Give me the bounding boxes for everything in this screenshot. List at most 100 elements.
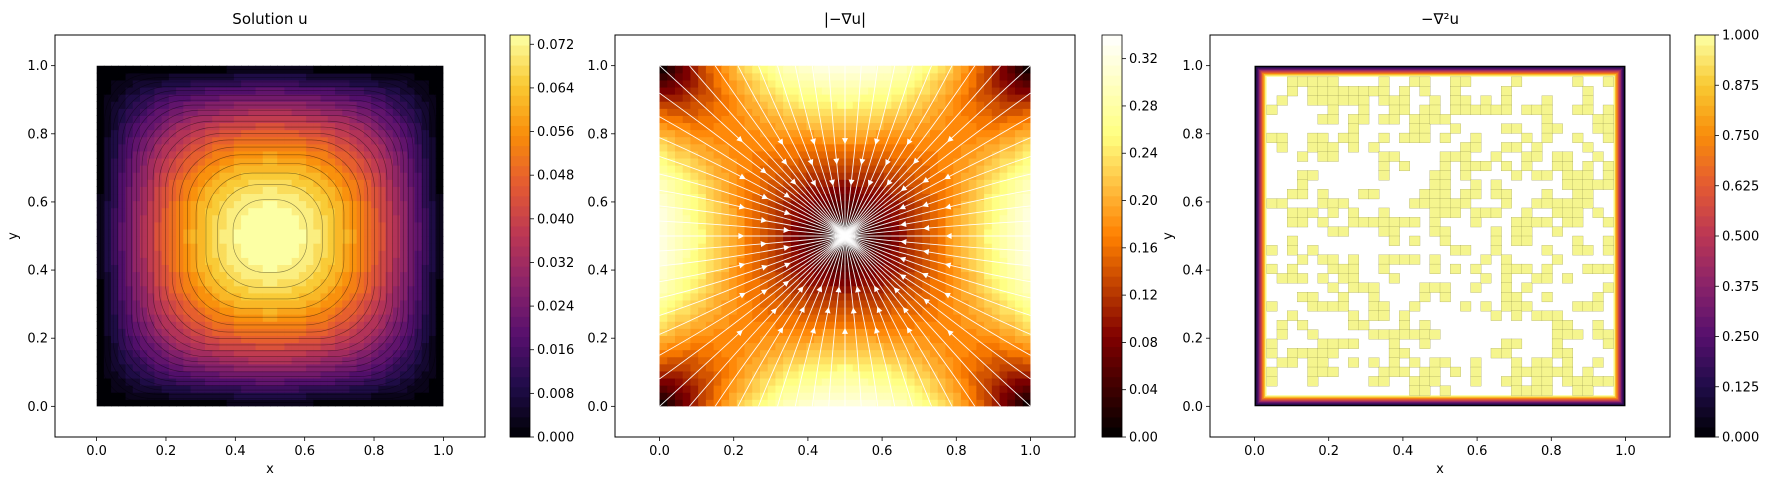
heatmap-cell [241, 342, 249, 351]
heatmap-cell [118, 314, 127, 322]
heatmap-cell [845, 72, 854, 81]
heatmap-cell [125, 314, 134, 322]
heatmap-cell [385, 172, 394, 180]
heatmap-cell [147, 65, 156, 74]
heatmap-cell [729, 243, 738, 251]
heatmap-cell [659, 370, 668, 379]
heatmap-cell [335, 271, 343, 280]
heatmap-cell [320, 157, 329, 166]
heatmap-cell [154, 250, 163, 258]
heatmap-cell [320, 292, 329, 301]
heatmap-cell [421, 392, 430, 400]
heatmap-cell [306, 136, 314, 145]
heatmap-cell [342, 335, 351, 344]
heatmap-cell [414, 292, 423, 301]
heatmap-cell [342, 179, 351, 187]
heatmap-cell [922, 243, 931, 251]
heatmap-cell [96, 86, 105, 95]
heatmap-cell [327, 250, 336, 258]
heatmap-cell [705, 250, 715, 258]
heatmap-cell [291, 335, 300, 344]
heatmap-cell [161, 221, 170, 230]
contour-line [171, 139, 369, 333]
y-tick-label: 0.8 [27, 127, 48, 142]
heatmap-cell [984, 321, 993, 329]
heatmap-cell [147, 150, 156, 159]
heatmap-cell [161, 157, 170, 166]
heatmap-cell [991, 314, 1001, 322]
contour-line [217, 184, 323, 288]
heatmap-cell [421, 292, 430, 301]
heatmap-cell [154, 278, 163, 287]
colorbar-swatch [510, 346, 530, 358]
heatmap-cell [320, 186, 329, 195]
heatmap-cell [277, 150, 286, 159]
heatmap-cell [378, 108, 387, 116]
heatmap-cell [219, 314, 228, 322]
heatmap-cell [759, 285, 769, 294]
heatmap-cell [96, 370, 105, 379]
y-tick-label: 1.0 [27, 59, 48, 74]
heatmap-cell [212, 271, 221, 280]
heatmap-cell [682, 129, 692, 138]
heatmap-cell [945, 349, 954, 358]
heatmap-cell [111, 186, 119, 195]
heatmap-cell [428, 136, 437, 145]
heatmap-cell [226, 150, 235, 159]
heatmap-cell [806, 342, 815, 351]
heatmap-cell [682, 108, 692, 116]
heatmap-cell [968, 271, 977, 280]
heatmap-cell [721, 306, 730, 315]
heatmap-cell [327, 257, 336, 265]
heatmap-cell [270, 179, 278, 187]
heatmap-cell [713, 328, 722, 336]
streamline-arrow [899, 203, 906, 210]
heatmap-cell [991, 236, 1001, 244]
heatmap-cell [1015, 65, 1024, 74]
heatmap-cell [814, 278, 823, 287]
heatmap-cell [421, 370, 430, 379]
heatmap-cell [204, 399, 213, 407]
heatmap-cell [414, 278, 423, 287]
streamline [659, 235, 846, 380]
heatmap-cell [392, 221, 401, 230]
heatmap-cell [233, 264, 242, 273]
heatmap-cell [400, 292, 408, 301]
heatmap-cell [154, 314, 163, 322]
heatmap-cell [814, 314, 823, 322]
heatmap-cell [327, 349, 336, 358]
heatmap-cell [190, 314, 199, 322]
heatmap-cell [899, 94, 908, 102]
heatmap-cell [698, 157, 707, 166]
heatmap-cell [277, 186, 286, 195]
heatmap-cell [262, 385, 271, 393]
heatmap-cell [371, 321, 379, 329]
heatmap-cell [306, 122, 314, 131]
heatmap-cell [814, 236, 823, 244]
heatmap-cell [204, 150, 213, 159]
heatmap-cell [327, 243, 336, 251]
heatmap-cell [262, 150, 271, 159]
heatmap-cell [1022, 86, 1031, 95]
heatmap-cell [814, 150, 823, 159]
heatmap-cell [868, 157, 877, 166]
heatmap-cell [713, 129, 722, 138]
heatmap-cell [349, 243, 358, 251]
heatmap-cell [960, 143, 970, 152]
heatmap-cell [976, 200, 985, 209]
heatmap-cell [705, 342, 715, 351]
colorbar-tick-label: 0.056 [537, 125, 574, 140]
heatmap-cell [667, 172, 676, 180]
heatmap-cell [744, 122, 753, 131]
heatmap-cell [161, 129, 170, 138]
heatmap-cell [233, 370, 242, 379]
noise-patch [1287, 357, 1298, 368]
heatmap-cell [291, 236, 300, 244]
heatmap-cell [176, 278, 184, 287]
heatmap-cell [767, 271, 777, 280]
heatmap-cell [428, 356, 437, 365]
heatmap-cell [327, 72, 336, 81]
heatmap-cell [436, 257, 444, 265]
heatmap-cell [436, 193, 444, 202]
heatmap-cell [883, 143, 892, 152]
